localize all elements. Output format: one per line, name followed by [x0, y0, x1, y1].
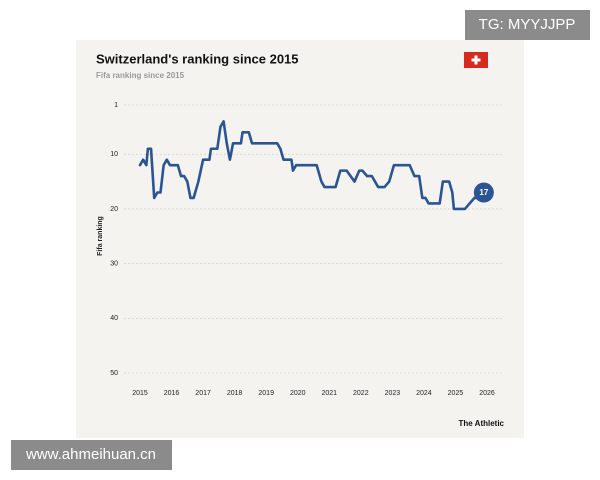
- x-tick-label: 2018: [227, 390, 243, 397]
- y-tick-label: 10: [110, 151, 118, 158]
- y-tick-label: 20: [110, 206, 118, 213]
- end-marker: [473, 182, 494, 203]
- x-tick-label: 2025: [448, 390, 464, 397]
- ranking-line: [138, 120, 486, 211]
- y-tick-label: 30: [110, 260, 118, 267]
- chart-subtitle: Fifa ranking since 2015: [96, 71, 185, 80]
- chart-card: [76, 40, 524, 438]
- x-tick-label: 2020: [290, 390, 306, 397]
- y-tick-label: 50: [110, 370, 118, 377]
- x-tick-label: 2024: [416, 390, 432, 397]
- chart-title: Switzerland's ranking since 2015: [96, 51, 299, 66]
- x-tick-label: 2015: [132, 390, 148, 397]
- x-tick-label: 2017: [195, 390, 211, 397]
- x-tick-label: 2023: [385, 390, 401, 397]
- watermark-box: [465, 10, 590, 40]
- x-tick-label: 2019: [258, 390, 274, 397]
- swiss-flag: [464, 52, 488, 68]
- source-logo: The Athletic: [459, 419, 505, 428]
- x-tick-label: 2026: [479, 390, 495, 397]
- y-tick-label: 1: [114, 102, 118, 109]
- x-tick-label: 2016: [164, 390, 180, 397]
- y-axis-label: Fifa ranking: [97, 216, 104, 256]
- watermark: www.ahmeihuan.cn: [25, 446, 156, 463]
- y-tick-label: 40: [110, 315, 118, 322]
- x-tick-label: 2022: [353, 390, 369, 397]
- watermark: TG: MYYJJPP: [479, 16, 576, 33]
- x-tick-label: 2021: [321, 390, 337, 397]
- end-value-label: 17: [479, 188, 488, 197]
- watermark-box: [11, 440, 172, 470]
